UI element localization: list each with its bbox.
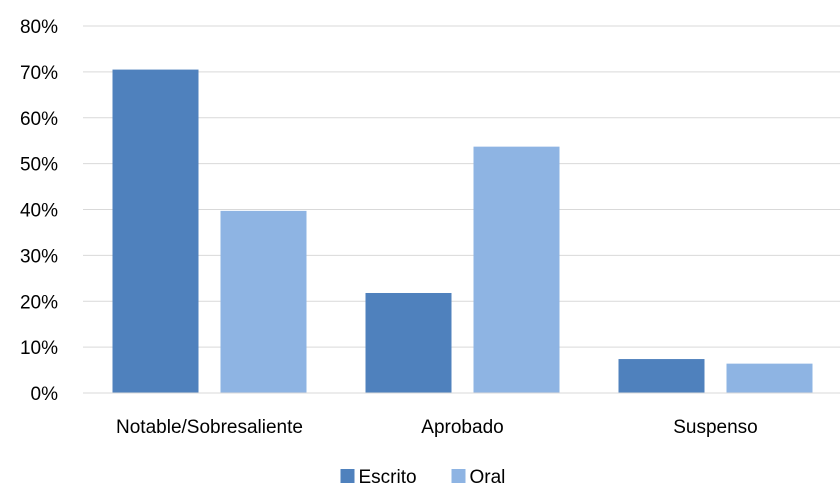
- y-tick-label: 40%: [20, 201, 58, 222]
- x-category-label: Aprobado: [421, 417, 503, 438]
- y-tick-label: 60%: [20, 109, 58, 130]
- bar-oral-3: [726, 363, 813, 393]
- gridlines: [83, 25, 840, 348]
- y-axis-tick-labels: 0% 10% 20% 30% 40% 50% 60% 70% 80%: [20, 17, 58, 405]
- y-tick-label: 10%: [20, 338, 58, 359]
- legend: Escrito Oral: [340, 467, 506, 488]
- bar-oral-2: [473, 146, 560, 393]
- legend-label-oral: Oral: [470, 467, 506, 488]
- bars: [112, 69, 813, 394]
- x-axis-category-labels: Notable/Sobresaliente Aprobado Suspenso: [116, 417, 758, 438]
- y-tick-label: 70%: [20, 63, 58, 84]
- y-tick-label: 80%: [20, 17, 58, 38]
- legend-swatch-oral: [451, 469, 466, 483]
- x-category-label: Suspenso: [673, 417, 758, 438]
- x-category-label: Notable/Sobresaliente: [116, 417, 303, 438]
- bar-escrito-3: [618, 359, 705, 393]
- legend-swatch-escrito: [340, 469, 355, 483]
- legend-label-escrito: Escrito: [359, 467, 417, 488]
- y-tick-label: 50%: [20, 155, 58, 176]
- bar-escrito-1: [112, 69, 199, 394]
- y-tick-label: 0%: [31, 384, 59, 405]
- y-tick-label: 20%: [20, 292, 58, 313]
- bar-oral-1: [220, 210, 307, 393]
- y-tick-label: 30%: [20, 246, 58, 267]
- bar-escrito-2: [365, 292, 452, 393]
